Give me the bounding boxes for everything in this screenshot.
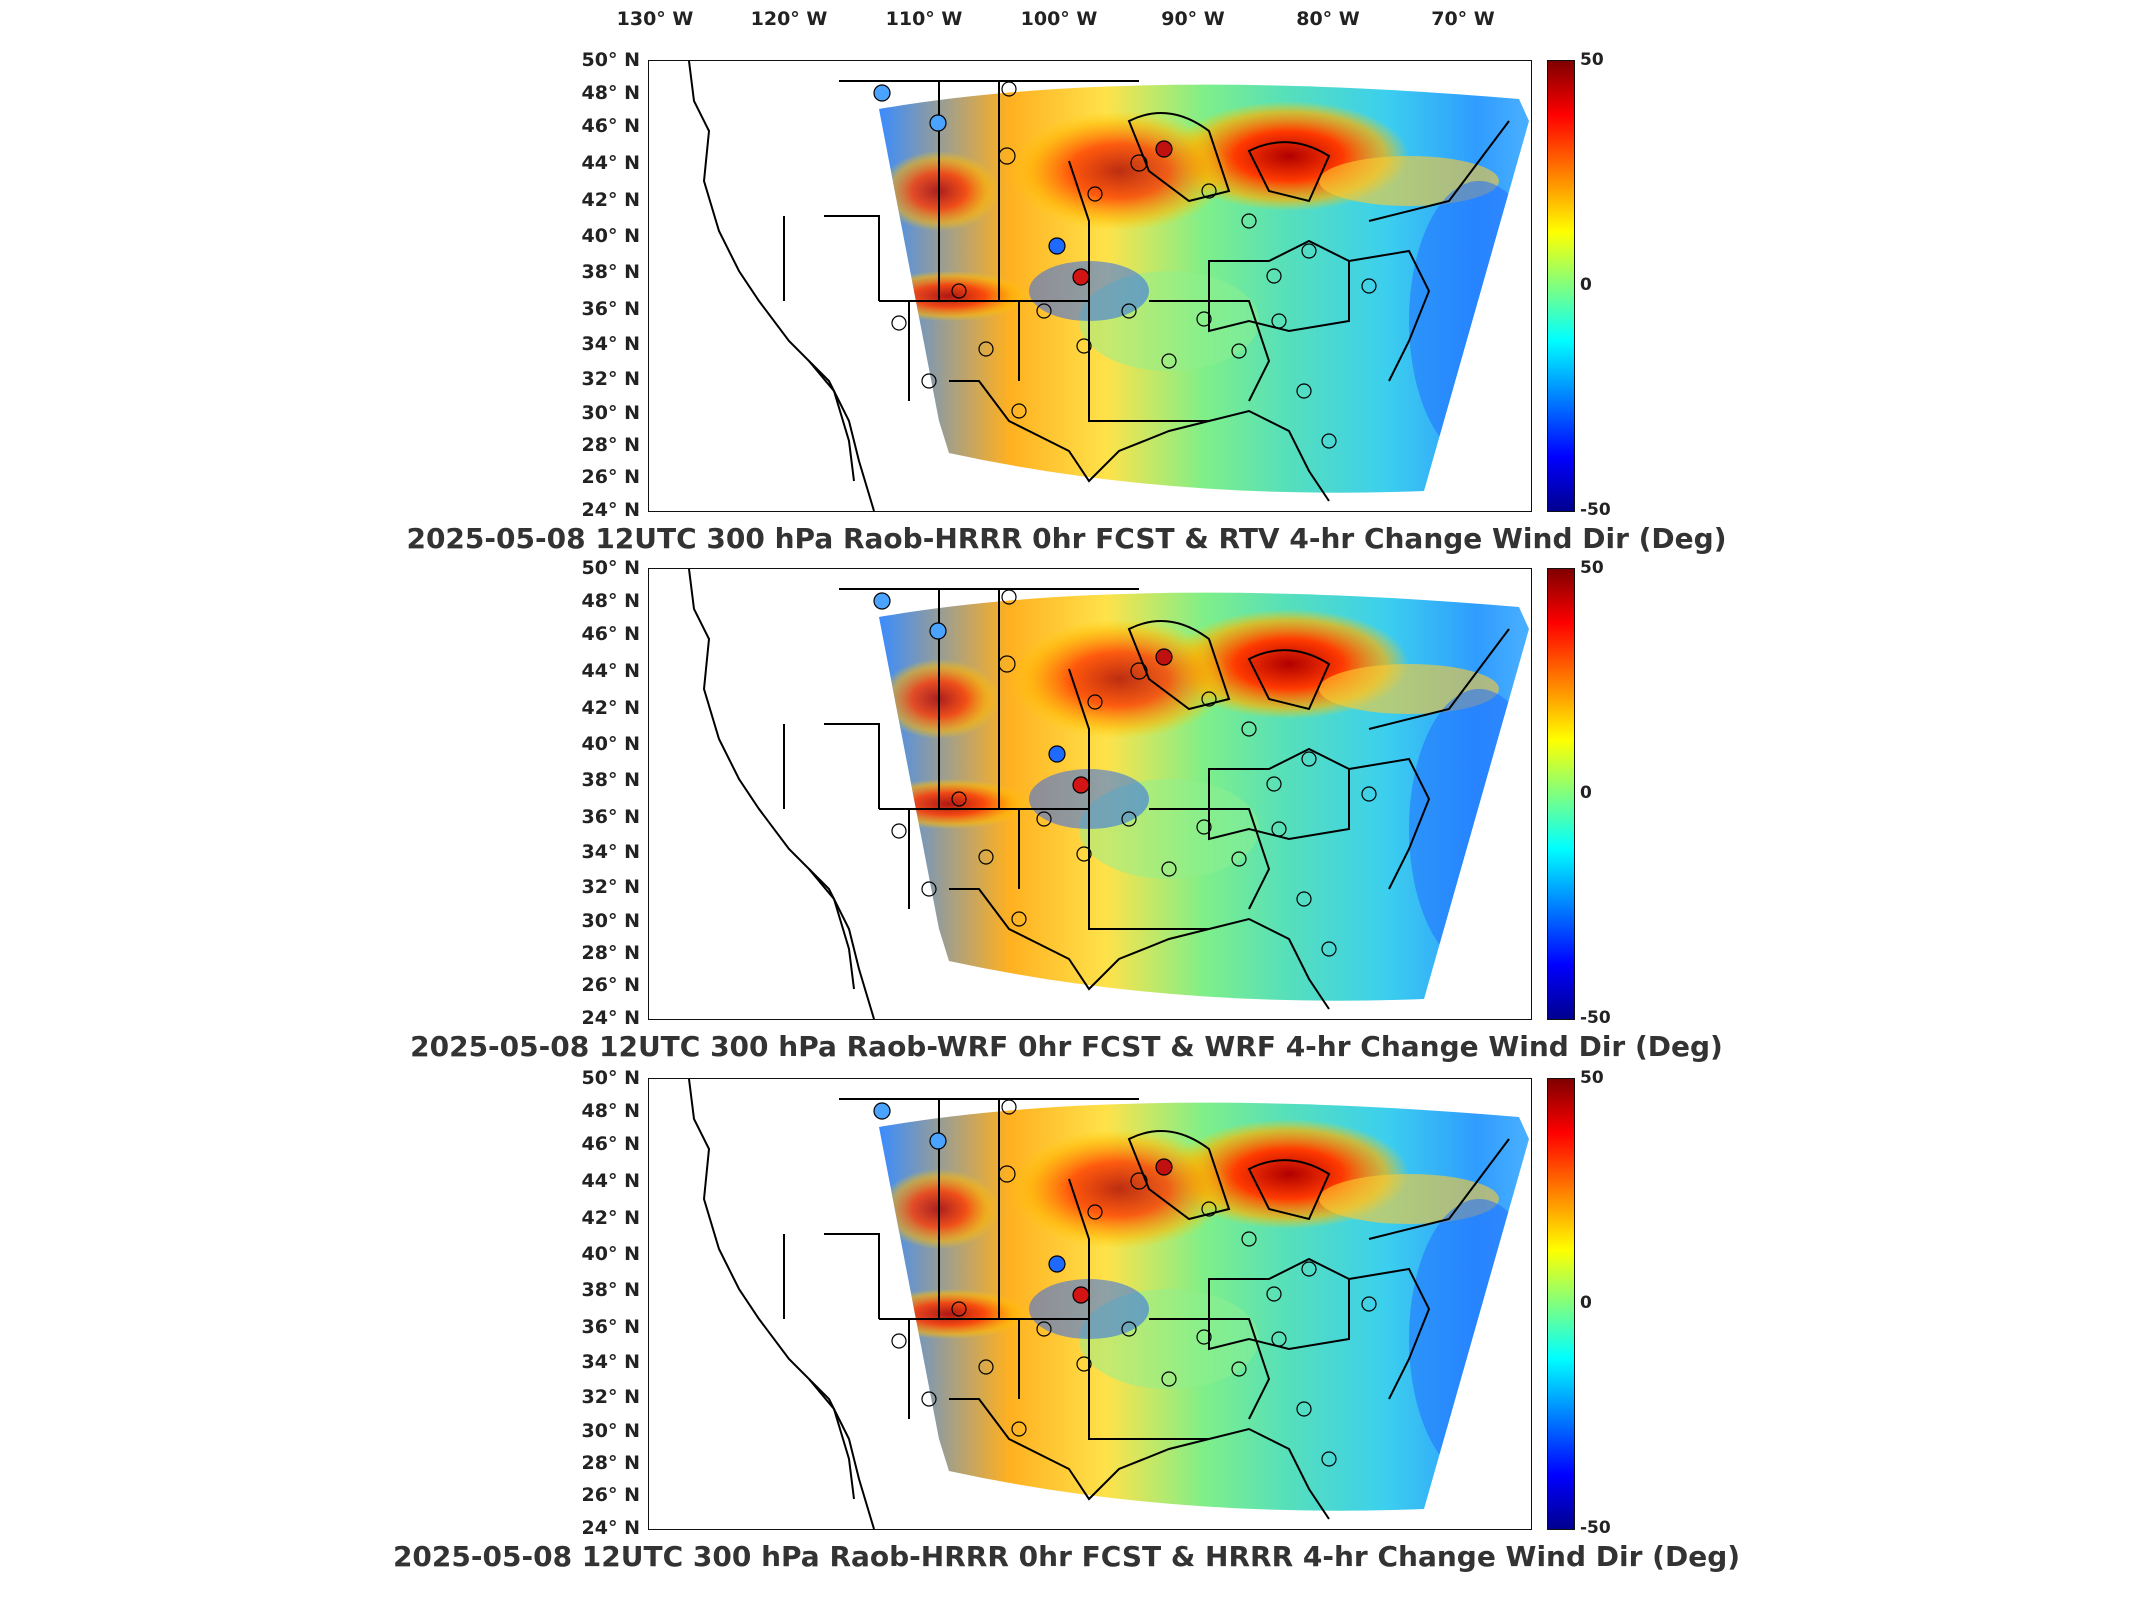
lat-label: 38° N bbox=[581, 1279, 640, 1302]
lat-label: 26° N bbox=[581, 465, 640, 488]
lon-label-80w: 80° W bbox=[1296, 8, 1360, 30]
map-panel-1: 50° N 48° N 46° N 44° N 42° N 40° N 38° N 36° N… bbox=[0, 49, 2133, 560]
lat-label: 42° N bbox=[581, 1207, 640, 1230]
lat-label: 28° N bbox=[581, 941, 640, 964]
lat-label: 40° N bbox=[581, 224, 640, 247]
lon-label-100w: 100° W bbox=[1020, 8, 1098, 30]
colorbar-tick-mid: 0 bbox=[1580, 275, 1592, 295]
lon-label-90w: 90° W bbox=[1161, 8, 1225, 30]
lat-label: 36° N bbox=[581, 805, 640, 828]
lat-label: 50° N bbox=[581, 1067, 640, 1089]
lat-label: 48° N bbox=[581, 82, 640, 105]
colorbar-tick-max: 50 bbox=[1580, 50, 1604, 70]
lat-label: 24° N bbox=[581, 1517, 640, 1539]
lat-label: 32° N bbox=[581, 876, 640, 899]
lat-label: 42° N bbox=[581, 189, 640, 212]
lat-label: 38° N bbox=[581, 769, 640, 792]
lat-label: 50° N bbox=[581, 49, 640, 71]
map-panel-2: 50° N 48° N 46° N 44° N 42° N 40° N 38° N 36° N… bbox=[0, 557, 2133, 1068]
lat-label: 46° N bbox=[581, 1133, 640, 1156]
lat-label: 24° N bbox=[581, 499, 640, 521]
panel-title: 2025-05-08 12UTC 300 hPa Raob-HRRR 0hr F… bbox=[392, 1540, 1741, 1573]
colorbar-tick-max: 50 bbox=[1580, 1068, 1604, 1088]
map-panel-3: 50° N 48° N 46° N 44° N 42° N 40° N 38° N 36° N… bbox=[0, 1067, 2133, 1578]
lat-label: 44° N bbox=[581, 1169, 640, 1192]
colorbar-tick-min: -50 bbox=[1580, 500, 1611, 520]
colorbar bbox=[1547, 568, 1575, 1020]
colorbar-tick-min: -50 bbox=[1580, 1008, 1611, 1028]
colorbar-tick-max: 50 bbox=[1580, 558, 1604, 578]
lat-label: 26° N bbox=[581, 1483, 640, 1506]
lat-label: 26° N bbox=[581, 973, 640, 996]
lat-label: 32° N bbox=[581, 368, 640, 391]
longitude-axis: 130° W 120° W 110° W 100° W 90° W 80° W … bbox=[0, 0, 2133, 40]
colorbar bbox=[1547, 1078, 1575, 1530]
lon-label-110w: 110° W bbox=[885, 8, 963, 30]
map-plot-area bbox=[648, 568, 1532, 1020]
lat-label: 34° N bbox=[581, 840, 640, 863]
colorbar-tick-min: -50 bbox=[1580, 1518, 1611, 1538]
lat-label: 36° N bbox=[581, 297, 640, 320]
colorbar-tick-mid: 0 bbox=[1580, 1293, 1592, 1313]
lon-label-120w: 120° W bbox=[750, 8, 828, 30]
lat-label: 46° N bbox=[581, 115, 640, 138]
lon-label-130w: 130° W bbox=[616, 8, 694, 30]
lat-label: 34° N bbox=[581, 332, 640, 355]
lat-label: 40° N bbox=[581, 732, 640, 755]
lat-label: 44° N bbox=[581, 659, 640, 682]
lat-label: 38° N bbox=[581, 261, 640, 284]
lat-label: 28° N bbox=[581, 433, 640, 456]
lat-label: 46° N bbox=[581, 623, 640, 646]
lon-label-70w: 70° W bbox=[1431, 8, 1495, 30]
lat-label: 48° N bbox=[581, 1100, 640, 1123]
lat-label: 50° N bbox=[581, 557, 640, 579]
lat-label: 30° N bbox=[581, 1419, 640, 1442]
lat-label: 48° N bbox=[581, 590, 640, 613]
map-plot-area bbox=[648, 1078, 1532, 1530]
lat-label: 30° N bbox=[581, 401, 640, 424]
lat-label: 28° N bbox=[581, 1451, 640, 1474]
panel-title: 2025-05-08 12UTC 300 hPa Raob-HRRR 0hr F… bbox=[406, 522, 1727, 555]
lat-label: 36° N bbox=[581, 1315, 640, 1338]
lat-label: 34° N bbox=[581, 1350, 640, 1373]
lat-label: 30° N bbox=[581, 909, 640, 932]
lat-label: 42° N bbox=[581, 697, 640, 720]
panel-title: 2025-05-08 12UTC 300 hPa Raob-WRF 0hr FC… bbox=[410, 1030, 1723, 1063]
lat-label: 32° N bbox=[581, 1386, 640, 1409]
lat-label: 24° N bbox=[581, 1007, 640, 1029]
map-plot-area bbox=[648, 60, 1532, 512]
colorbar bbox=[1547, 60, 1575, 512]
lat-label: 40° N bbox=[581, 1242, 640, 1265]
lat-label: 44° N bbox=[581, 151, 640, 174]
colorbar-tick-mid: 0 bbox=[1580, 783, 1592, 803]
